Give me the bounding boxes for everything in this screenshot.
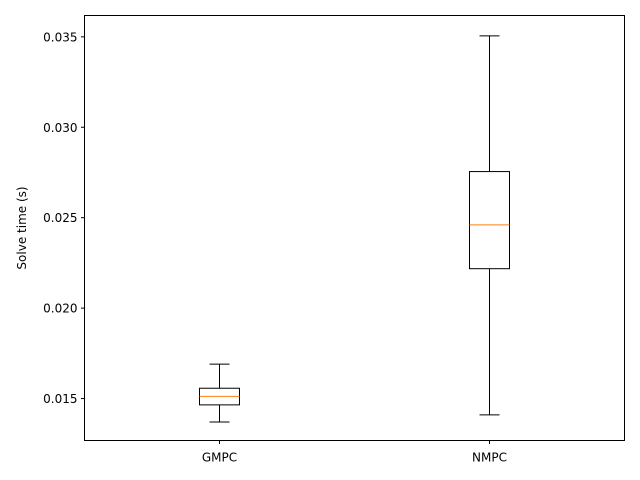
y-tick-label: 0.030 xyxy=(43,121,77,135)
plot-area xyxy=(84,15,625,441)
boxes-layer xyxy=(199,35,510,423)
iqr-box xyxy=(469,171,510,270)
y-tick-label: 0.035 xyxy=(43,30,77,44)
box-group-gmpc xyxy=(199,363,240,423)
y-tick-label: 0.025 xyxy=(43,211,77,225)
y-axis: 0.015 0.020 0.025 0.030 0.035 xyxy=(43,30,85,406)
x-tick-label: NMPC xyxy=(472,451,507,465)
y-axis-label: Solve time (s) xyxy=(15,186,29,269)
x-axis: GMPC NMPC xyxy=(202,440,507,465)
y-tick-label: 0.015 xyxy=(43,392,77,406)
y-tick-label: 0.020 xyxy=(43,302,77,316)
box-group-nmpc xyxy=(469,35,510,416)
x-tick-label: GMPC xyxy=(202,451,237,465)
